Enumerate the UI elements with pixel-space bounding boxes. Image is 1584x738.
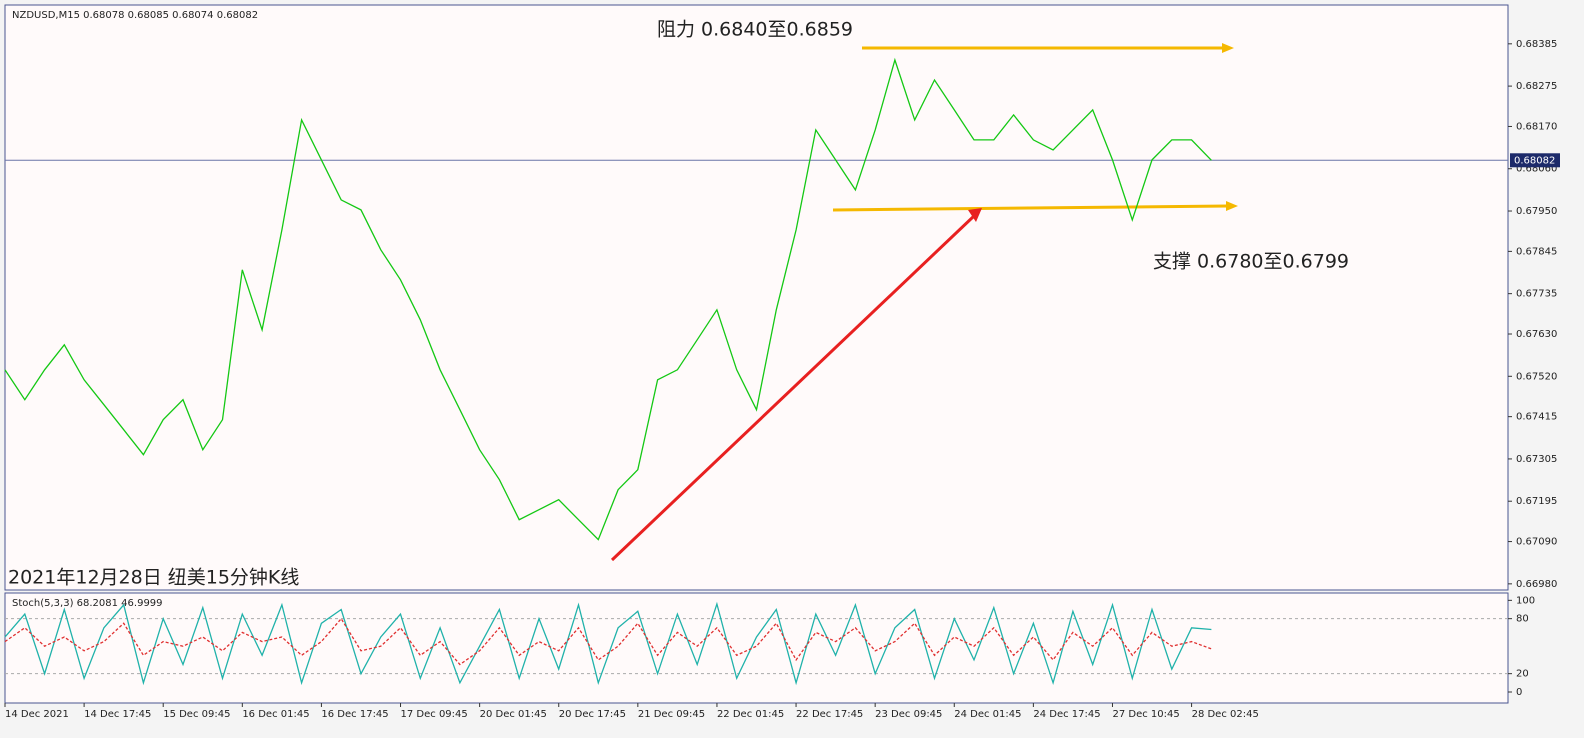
y-tick-label: 0.66980 — [1516, 579, 1557, 590]
x-tick-label: 14 Dec 2021 — [5, 709, 69, 720]
x-tick-label: 28 Dec 02:45 — [1192, 709, 1259, 720]
y-tick-label: 0 — [1516, 687, 1522, 698]
y-tick-label: 80 — [1516, 614, 1529, 625]
y-tick-label: 0.68060 — [1516, 164, 1557, 175]
current-price-label: 0.68082 — [1514, 155, 1555, 166]
main-pane — [4, 4, 1509, 591]
x-tick-label: 21 Dec 09:45 — [638, 709, 705, 720]
x-tick-label: 20 Dec 01:45 — [480, 709, 547, 720]
x-tick-label: 22 Dec 17:45 — [796, 709, 863, 720]
price-line — [4, 57, 1212, 541]
y-tick-label: 0.67415 — [1516, 412, 1557, 423]
x-tick-label: 23 Dec 09:45 — [875, 709, 942, 720]
price-line — [4, 601, 1212, 686]
annotation: 支撑 0.6780至0.6799 — [1153, 251, 1349, 273]
y-tick-label: 0.67090 — [1516, 537, 1557, 548]
y-tick-label: 0.67950 — [1516, 206, 1557, 217]
chart-title: NZDUSD,M15 0.68078 0.68085 0.68074 0.680… — [12, 10, 258, 21]
x-tick-label: 24 Dec 17:45 — [1033, 709, 1100, 720]
y-tick-label: 0.67195 — [1516, 496, 1557, 507]
y-tick-label: 20 — [1516, 669, 1529, 680]
x-tick-label: 16 Dec 17:45 — [321, 709, 388, 720]
x-tick-label: 20 Dec 17:45 — [559, 709, 626, 720]
y-tick-label: 0.67305 — [1516, 454, 1557, 465]
y-tick-label: 100 — [1516, 595, 1535, 606]
support-arrow — [832, 204, 1229, 212]
trend-arrow — [610, 214, 976, 562]
stoch-pane — [4, 592, 1509, 704]
y-tick-label: 0.67735 — [1516, 289, 1557, 300]
y-tick-label: 0.68170 — [1516, 121, 1557, 132]
y-tick-label: 0.68385 — [1516, 39, 1557, 50]
price-line — [4, 617, 1212, 666]
arrow-head — [1222, 43, 1234, 53]
arrow-head — [1226, 201, 1238, 211]
y-tick-label: 0.67520 — [1516, 371, 1557, 382]
arrow-head — [968, 208, 982, 222]
price-tag — [1510, 153, 1560, 168]
y-tick-label: 0.68275 — [1516, 81, 1557, 92]
x-tick-label: 24 Dec 01:45 — [954, 709, 1021, 720]
annotation: 2021年12月28日 纽美15分钟K线 — [8, 567, 299, 589]
x-tick-label: 22 Dec 01:45 — [717, 709, 784, 720]
stoch-title: Stoch(5,3,3) 68.2081 46.9999 — [12, 598, 163, 609]
y-tick-label: 0.67845 — [1516, 246, 1557, 257]
annotation: 阻力 0.6840至0.6859 — [657, 19, 853, 41]
x-tick-label: 27 Dec 10:45 — [1112, 709, 1179, 720]
x-tick-label: 16 Dec 01:45 — [242, 709, 309, 720]
x-tick-label: 14 Dec 17:45 — [84, 709, 151, 720]
x-tick-label: 17 Dec 09:45 — [401, 709, 468, 720]
y-tick-label: 0.67630 — [1516, 329, 1557, 340]
x-tick-label: 15 Dec 09:45 — [163, 709, 230, 720]
